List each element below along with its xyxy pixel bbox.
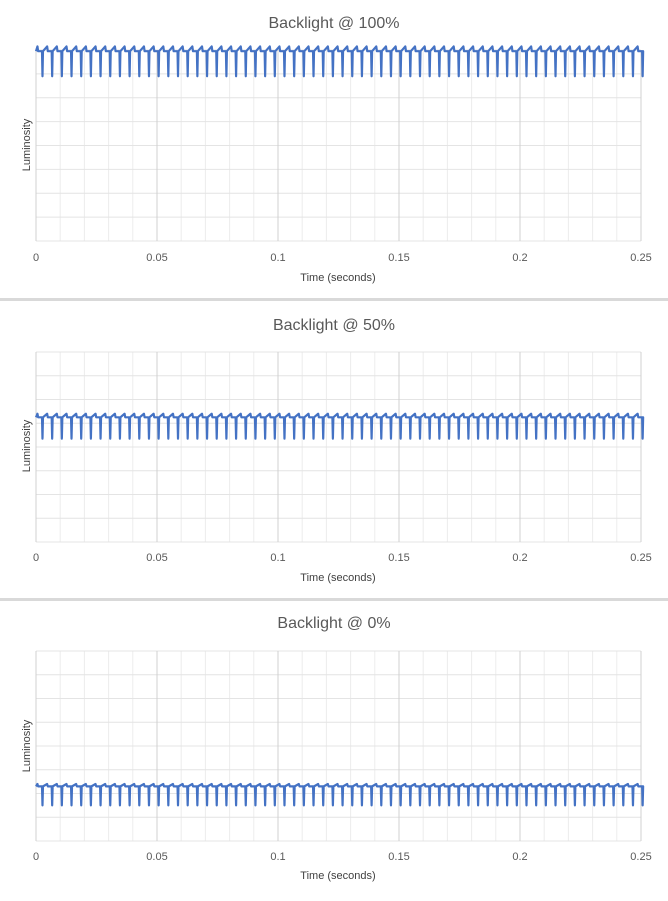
y-axis-label: Luminosity [21,719,33,772]
x-axis-label: Time (seconds) [300,272,375,284]
chart-panel-3: Backlight @ 0% 0 0.05 0.1 0.15 0.2 0.25 Time … [0,601,668,901]
series-line [35,782,645,807]
x-tick-label: 0.25 [630,252,651,264]
x-tick-label: 0.05 [146,252,167,264]
panel-divider [0,298,668,301]
x-tick-label: 0 [33,851,39,863]
chart-title: Backlight @ 0% [277,615,390,632]
x-tick-label: 0.25 [630,851,651,863]
x-axis-label: Time (seconds) [300,870,375,882]
x-tick-label: 0.05 [146,851,167,863]
x-tick-label: 0 [33,552,39,564]
x-tick-label: 0.2 [512,252,527,264]
x-tick-label: 0.2 [512,851,527,863]
chart-title: Backlight @ 50% [273,317,395,334]
x-tick-label: 0.15 [388,851,409,863]
chart-2: Backlight @ 50% 0 0.05 0.1 0.15 0.2 0.25 Time… [21,317,652,584]
x-tick-label: 0.1 [270,252,285,264]
chart-3: Backlight @ 0% 0 0.05 0.1 0.15 0.2 0.25 Time … [21,615,652,882]
x-tick-label: 0.1 [270,851,285,863]
chart-panel-2: Backlight @ 50% 0 0.05 0.1 0.15 0.2 0.25 Time… [0,301,668,598]
chart-panel-1: Backlight @ 100% 0 0.05 0.1 0.15 0.2 0.25 Tim… [0,0,668,298]
x-tick-label: 0.25 [630,552,651,564]
chart-title: Backlight @ 100% [269,15,400,32]
x-tick-label: 0.2 [512,552,527,564]
x-tick-label: 0.15 [388,552,409,564]
y-axis-label: Luminosity [21,118,33,171]
x-tick-label: 0.15 [388,252,409,264]
x-tick-label: 0.05 [146,552,167,564]
panel-divider [0,598,668,601]
x-tick-label: 0.1 [270,552,285,564]
x-tick-label: 0 [33,252,39,264]
series-line [34,45,645,78]
y-axis-label: Luminosity [21,419,33,472]
chart-1: Backlight @ 100% 0 0.05 0.1 0.15 0.2 0.25 Tim… [21,15,652,284]
series-line [34,412,645,440]
x-axis-label: Time (seconds) [300,572,375,584]
